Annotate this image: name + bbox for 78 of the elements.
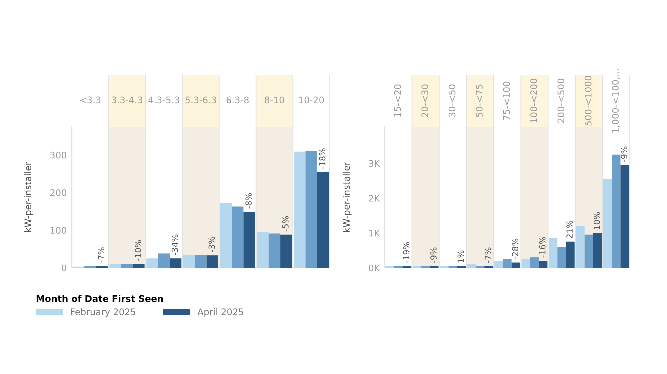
x-tick-label: 8-10: [265, 96, 284, 104]
annotation: -16%: [539, 237, 546, 258]
bar: [612, 154, 621, 268]
annotation: -9%: [621, 146, 628, 162]
bar: [603, 179, 612, 268]
bar: [494, 261, 504, 268]
bar: [244, 212, 256, 268]
y-tick-label: 100: [50, 227, 67, 234]
bar: [110, 264, 122, 268]
x-tick-label: 3.3-4.3: [112, 96, 143, 104]
x-tick-label: 10-20: [299, 96, 324, 104]
x-tick-label: 500-<1000: [584, 76, 592, 126]
bar: [503, 259, 512, 268]
annotation: -18%: [319, 148, 326, 170]
bar: [620, 165, 630, 268]
annotation: -34%: [172, 234, 178, 256]
bar: [317, 172, 330, 268]
bar: [206, 256, 219, 268]
annotation: 10%: [594, 212, 600, 230]
bar: [522, 259, 530, 268]
y-tick-label: 2K: [369, 195, 380, 202]
x-tick-label: 20-<30: [422, 84, 428, 118]
x-tick-label: 30-<50: [448, 84, 456, 118]
bar: [158, 254, 170, 268]
x-tick-label: 200-<500: [558, 78, 565, 123]
bar: [170, 258, 182, 268]
bar: [183, 255, 196, 268]
bar: [306, 151, 318, 268]
legend-label: April 2025: [198, 308, 244, 318]
bar: [146, 258, 158, 268]
x-tick-label: 1,000-<100,...: [612, 69, 620, 133]
annotation: -19%: [403, 242, 410, 264]
bar: [558, 247, 566, 268]
bar: [512, 262, 520, 268]
annotation: -9%: [430, 248, 437, 264]
bar: [280, 234, 292, 268]
y-axis-title: kW-per-installer: [24, 162, 34, 232]
bar: [232, 206, 244, 268]
annotation: -8%: [246, 193, 252, 209]
annotation: -3%: [208, 237, 216, 252]
bar: [539, 261, 548, 268]
y-tick-label: 300: [50, 152, 67, 159]
y-tick-label: 1K: [369, 230, 380, 237]
x-tick-label: 6.3-8: [226, 96, 249, 104]
bar: [593, 233, 602, 268]
bar: [530, 258, 540, 268]
bar: [549, 238, 558, 268]
x-tick-label: 100-<200: [530, 78, 538, 123]
annotation: -7%: [98, 248, 105, 263]
annotation: -10%: [135, 240, 142, 262]
y-tick-label: 200: [50, 190, 67, 196]
bar: [133, 264, 145, 268]
annotation: -5%: [282, 216, 289, 232]
bar: [584, 234, 594, 268]
annotation: 1%: [458, 250, 464, 263]
x-tick-label: 15-<20: [394, 84, 402, 117]
annotation: -28%: [512, 238, 519, 260]
bar: [576, 226, 585, 268]
y-tick-label: 3K: [369, 160, 380, 168]
annotation: 21%: [566, 221, 573, 238]
legend-label: February 2025: [71, 308, 136, 318]
bar: [121, 264, 134, 268]
x-tick-label: 75-<100: [503, 82, 510, 120]
bar: [566, 242, 575, 268]
x-tick-label: 5.3-6.3: [186, 96, 216, 104]
bar: [268, 234, 281, 268]
x-tick-label: 50-<75: [476, 84, 483, 118]
annotation: -7%: [485, 248, 492, 264]
x-tick-label: <3.3: [80, 96, 101, 104]
legend-title: Month of Date First Seen: [36, 295, 164, 302]
bar: [220, 202, 232, 268]
y-axis-title: kW-per-installer: [343, 162, 352, 232]
y-tick-label: 0: [62, 264, 67, 272]
bar: [467, 264, 476, 268]
x-tick-label: 4.3-5.3: [148, 96, 180, 104]
bar: [195, 255, 207, 268]
y-tick-label: 0K: [369, 264, 380, 272]
bar: [257, 232, 269, 268]
